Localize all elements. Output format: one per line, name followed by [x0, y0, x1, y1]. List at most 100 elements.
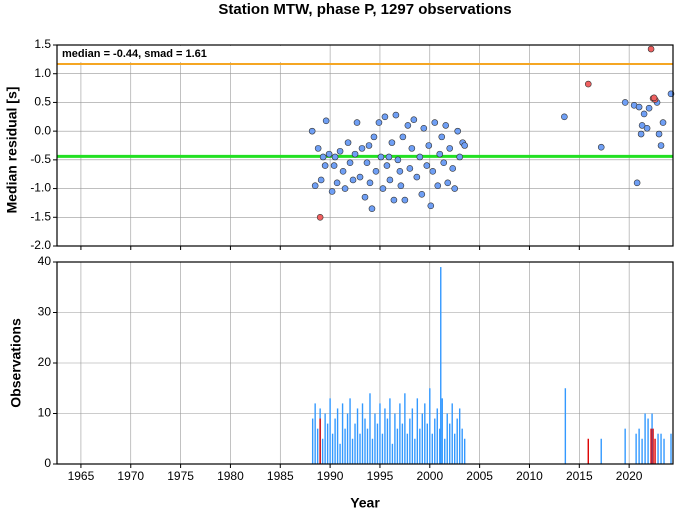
bar	[316, 428, 319, 464]
bar	[444, 438, 446, 464]
point	[427, 202, 435, 210]
point	[346, 159, 354, 167]
bar	[641, 438, 643, 464]
bar	[394, 413, 396, 464]
bar	[414, 438, 416, 464]
bar	[361, 403, 364, 464]
point	[410, 116, 418, 123]
x-tick-label: 1995	[367, 469, 394, 483]
point	[379, 185, 387, 192]
point	[344, 139, 352, 146]
y-tick-label: 0.5	[34, 95, 51, 109]
bar	[396, 428, 399, 464]
point	[368, 205, 376, 212]
plot-frame	[56, 261, 674, 465]
point	[375, 119, 383, 126]
bar	[644, 413, 646, 464]
y-tick-label: 0	[44, 456, 51, 470]
bar	[463, 438, 466, 464]
bar	[359, 433, 361, 464]
x-tick-label: 2015	[566, 469, 593, 483]
bar	[366, 428, 369, 464]
bar	[449, 423, 451, 464]
point	[643, 124, 651, 132]
point	[319, 153, 327, 161]
annotation-box	[58, 46, 290, 62]
bar	[441, 398, 443, 464]
bar	[431, 433, 433, 464]
bar	[660, 433, 662, 464]
point	[429, 168, 437, 175]
point	[356, 173, 364, 181]
bar	[374, 413, 376, 464]
bar	[564, 388, 567, 464]
y-tick-label: 20	[38, 355, 52, 369]
point	[454, 127, 461, 135]
bar	[461, 428, 463, 464]
bar	[419, 428, 421, 464]
x-axis-label: Year	[350, 495, 380, 511]
point	[418, 191, 426, 198]
point	[383, 162, 391, 169]
bar	[341, 403, 344, 464]
bar	[336, 408, 339, 464]
bar	[454, 433, 456, 464]
point	[308, 127, 316, 135]
bar	[371, 438, 374, 464]
x-tick-label: 2000	[416, 469, 443, 483]
bar	[311, 418, 314, 464]
bar	[404, 393, 406, 464]
bar	[650, 428, 652, 464]
bar	[670, 433, 672, 464]
bar	[314, 403, 316, 464]
x-tick-label: 1970	[117, 469, 144, 483]
point	[381, 113, 389, 121]
point	[397, 182, 405, 189]
bar	[364, 418, 366, 464]
point	[425, 142, 433, 149]
bar	[635, 433, 637, 464]
point	[361, 193, 369, 201]
bar	[424, 403, 426, 464]
y-tick-label: 1.5	[34, 37, 51, 51]
y-tick-label: -1.0	[30, 181, 51, 195]
point	[434, 182, 442, 189]
point	[655, 130, 663, 138]
bar	[406, 433, 409, 464]
point	[584, 80, 592, 88]
point	[349, 176, 357, 184]
bar	[384, 408, 386, 464]
y-tick-label: -0.5	[30, 152, 51, 166]
bar	[389, 398, 391, 464]
point	[597, 143, 605, 151]
bar	[369, 393, 371, 464]
y-tick-label: 30	[38, 305, 52, 319]
point	[325, 150, 333, 158]
point	[449, 165, 457, 172]
bar	[446, 413, 448, 464]
bar	[351, 438, 354, 464]
point	[341, 185, 349, 192]
chart-title: Station MTW, phase P, 1297 observations	[218, 1, 511, 18]
point	[431, 119, 439, 126]
bar	[600, 438, 602, 464]
x-tick-label: 2010	[516, 469, 543, 483]
point	[386, 176, 394, 184]
x-tick-label: 2005	[466, 469, 493, 483]
bar	[411, 408, 414, 464]
point	[353, 119, 361, 126]
bar	[458, 408, 461, 464]
annotation: median = -0.44, smad = 1.61	[62, 48, 207, 60]
point	[645, 104, 653, 112]
point	[621, 99, 629, 106]
bar	[339, 443, 341, 464]
bar	[587, 438, 589, 464]
point	[314, 145, 322, 152]
bar	[399, 403, 401, 464]
point	[413, 173, 421, 181]
y-tick-label: -2.0	[30, 238, 51, 252]
bar	[346, 413, 349, 464]
point	[333, 179, 341, 187]
bar	[356, 408, 359, 464]
bar	[638, 428, 640, 464]
